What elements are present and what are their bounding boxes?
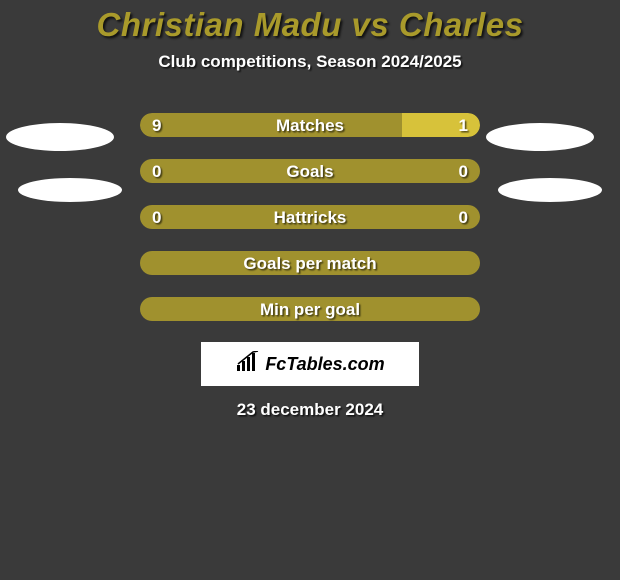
player-photo-placeholder (486, 123, 594, 151)
logo-text: FcTables.com (265, 354, 384, 375)
stat-bar: Matches9 1 (140, 113, 480, 137)
stat-label: Goals (140, 162, 480, 182)
date-text: 23 december 2024 (0, 400, 620, 420)
logo-box: FcTables.com (201, 342, 419, 386)
stat-row: Goals per match (0, 240, 620, 286)
stat-value-left: 9 (152, 116, 161, 136)
stat-bar: Min per goal (140, 297, 480, 321)
stat-value-right: 1 (459, 116, 468, 136)
subtitle: Club competitions, Season 2024/2025 (0, 52, 620, 72)
stat-row: Hattricks0 0 (0, 194, 620, 240)
stat-label: Matches (140, 116, 480, 136)
chart-icon (235, 351, 261, 378)
stat-value-left: 0 (152, 162, 161, 182)
stat-label: Goals per match (140, 254, 480, 274)
stat-bar: Goals0 0 (140, 159, 480, 183)
stat-label: Hattricks (140, 208, 480, 228)
player-photo-placeholder (498, 178, 602, 202)
stat-value-right: 0 (459, 162, 468, 182)
stat-value-left: 0 (152, 208, 161, 228)
stat-bar: Hattricks0 0 (140, 205, 480, 229)
stat-label: Min per goal (140, 300, 480, 320)
stat-row: Min per goal (0, 286, 620, 332)
player-photo-placeholder (6, 123, 114, 151)
player-photo-placeholder (18, 178, 122, 202)
stat-bar: Goals per match (140, 251, 480, 275)
page-title: Christian Madu vs Charles (0, 6, 620, 44)
stat-value-right: 0 (459, 208, 468, 228)
